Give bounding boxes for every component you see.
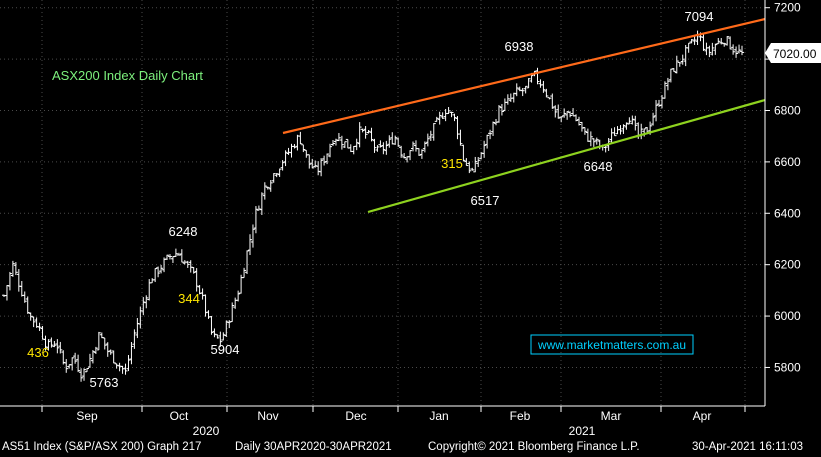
last-price-tag: 7020.00 [765, 43, 821, 63]
annotation-label: 6248 [169, 224, 198, 239]
trendlines [282, 17, 766, 214]
annotation-label: 5904 [211, 342, 240, 357]
watermark-link[interactable]: www.marketmatters.com.au [537, 338, 686, 352]
x-axis: Sep Oct Nov Dec Jan Feb Mar Apr 2020 2021 [0, 405, 765, 438]
status-bar: AS51 Index (S&P/ASX 200) Graph 217 Daily… [0, 438, 821, 457]
x-tick-label: Apr [693, 409, 712, 423]
watermark-box [530, 334, 694, 355]
y-tick-label: 6000 [774, 309, 801, 323]
year-label: 2020 [193, 424, 220, 438]
y-tick-label: 6600 [774, 155, 801, 169]
x-tick-label: Nov [257, 409, 278, 423]
price-bars [2, 30, 744, 382]
annotation-label: 6517 [471, 193, 500, 208]
x-tick-label: Sep [76, 409, 98, 423]
status-range: Daily 30APR2020-30APR2021 [235, 441, 392, 453]
status-index: AS51 Index (S&P/ASX 200) Graph 217 [2, 441, 202, 453]
y-tick-label: 7200 [774, 1, 801, 15]
annotation-label: 5763 [90, 375, 119, 390]
annotation-label: 344 [178, 291, 200, 306]
annotation-label: 6648 [584, 159, 613, 174]
x-tick-label: Dec [345, 409, 366, 423]
trendline-resistance [282, 17, 766, 135]
status-timestamp: 30-Apr-2021 16:11:03 [692, 441, 804, 453]
last-price-box [765, 43, 821, 63]
trendline-support [367, 98, 766, 214]
x-tick-label: Jan [429, 409, 448, 423]
chart-title: ASX200 Index Daily Chart [52, 68, 203, 83]
x-tick-label: Oct [170, 409, 189, 423]
annotation-label: 436 [27, 345, 49, 360]
year-label: 2021 [569, 424, 596, 438]
annotation-label: 7094 [685, 9, 714, 24]
x-tick-label: Mar [601, 409, 622, 423]
annotation-label: 315 [441, 156, 463, 171]
y-tick-label: 6200 [774, 258, 801, 272]
x-tick-label: Feb [510, 409, 531, 423]
y-tick-label: 5800 [774, 360, 801, 374]
last-price-label: 7020.00 [773, 47, 817, 61]
watermark[interactable]: www.marketmatters.com.au [530, 334, 694, 355]
y-tick-label: 6400 [774, 206, 801, 220]
annotation-label: 6938 [505, 39, 534, 54]
status-copyright: Copyright© 2021 Bloomberg Finance L.P. [428, 441, 640, 453]
y-tick-label: 6800 [774, 103, 801, 117]
annotations: 7094 6938 6248 6517 6648 5904 5763 315 344 436 [27, 9, 713, 390]
